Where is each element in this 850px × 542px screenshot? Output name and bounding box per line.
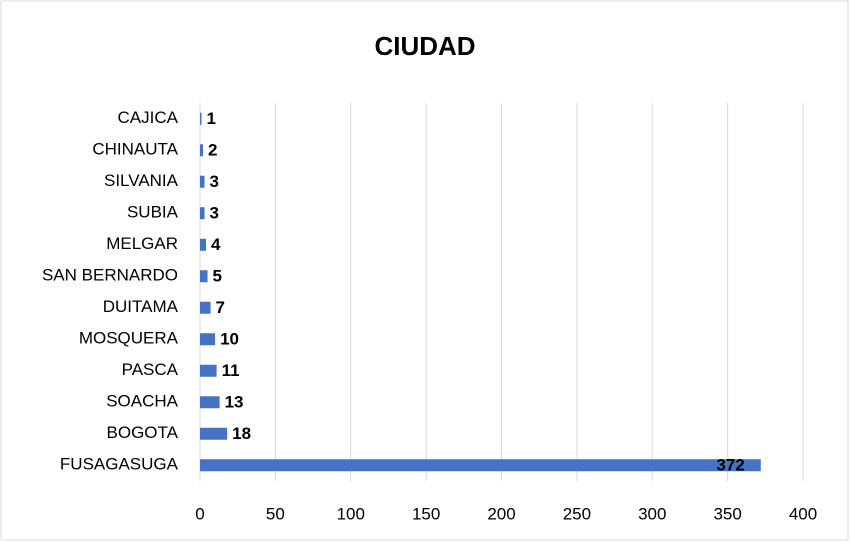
x-tick-label: 0 bbox=[195, 504, 204, 523]
chart-title: CIUDAD bbox=[374, 31, 475, 61]
data-label: 13 bbox=[225, 393, 244, 412]
bar bbox=[200, 175, 205, 188]
bar bbox=[200, 396, 220, 409]
data-label: 18 bbox=[232, 424, 251, 443]
data-label: 10 bbox=[220, 330, 239, 349]
x-tick-label: 100 bbox=[337, 504, 365, 523]
y-tick-label: DUITAMA bbox=[103, 297, 179, 316]
bar bbox=[200, 427, 228, 440]
bar bbox=[200, 301, 211, 314]
bar bbox=[200, 207, 205, 220]
bar bbox=[200, 333, 216, 346]
y-tick-label: FUSAGASUGA bbox=[60, 455, 179, 474]
y-tick-label: MOSQUERA bbox=[79, 329, 179, 348]
y-tick-label: BOGOTA bbox=[107, 423, 179, 442]
data-label: 372 bbox=[716, 456, 744, 475]
x-tick-label: 350 bbox=[713, 504, 741, 523]
data-label: 2 bbox=[208, 141, 217, 160]
bar bbox=[200, 364, 217, 377]
y-tick-label: SAN BERNARDO bbox=[42, 266, 178, 285]
x-tick-label: 400 bbox=[789, 504, 817, 523]
x-tick-label: 250 bbox=[563, 504, 591, 523]
y-tick-label: CAJICA bbox=[118, 108, 179, 127]
x-tick-label: 300 bbox=[638, 504, 666, 523]
y-tick-label: PASCA bbox=[122, 360, 179, 379]
bar bbox=[200, 112, 202, 125]
y-tick-label: CHINAUTA bbox=[92, 140, 178, 159]
y-tick-label: MELGAR bbox=[106, 234, 178, 253]
y-tick-label: SOACHA bbox=[106, 392, 178, 411]
data-label: 5 bbox=[213, 267, 222, 286]
x-tick-label: 50 bbox=[266, 504, 285, 523]
bar bbox=[200, 459, 761, 472]
x-tick-label: 150 bbox=[412, 504, 440, 523]
data-label: 4 bbox=[211, 235, 221, 254]
bar bbox=[200, 238, 207, 251]
bar bbox=[200, 270, 208, 283]
data-label: 3 bbox=[210, 172, 219, 191]
data-label: 11 bbox=[222, 361, 240, 380]
bar bbox=[200, 144, 204, 157]
y-tick-label: SILVANIA bbox=[104, 171, 179, 190]
data-label: 3 bbox=[210, 204, 219, 223]
x-tick-label: 200 bbox=[487, 504, 515, 523]
y-tick-label: SUBIA bbox=[127, 203, 179, 222]
data-label: 1 bbox=[207, 109, 216, 128]
data-label: 7 bbox=[216, 298, 225, 317]
